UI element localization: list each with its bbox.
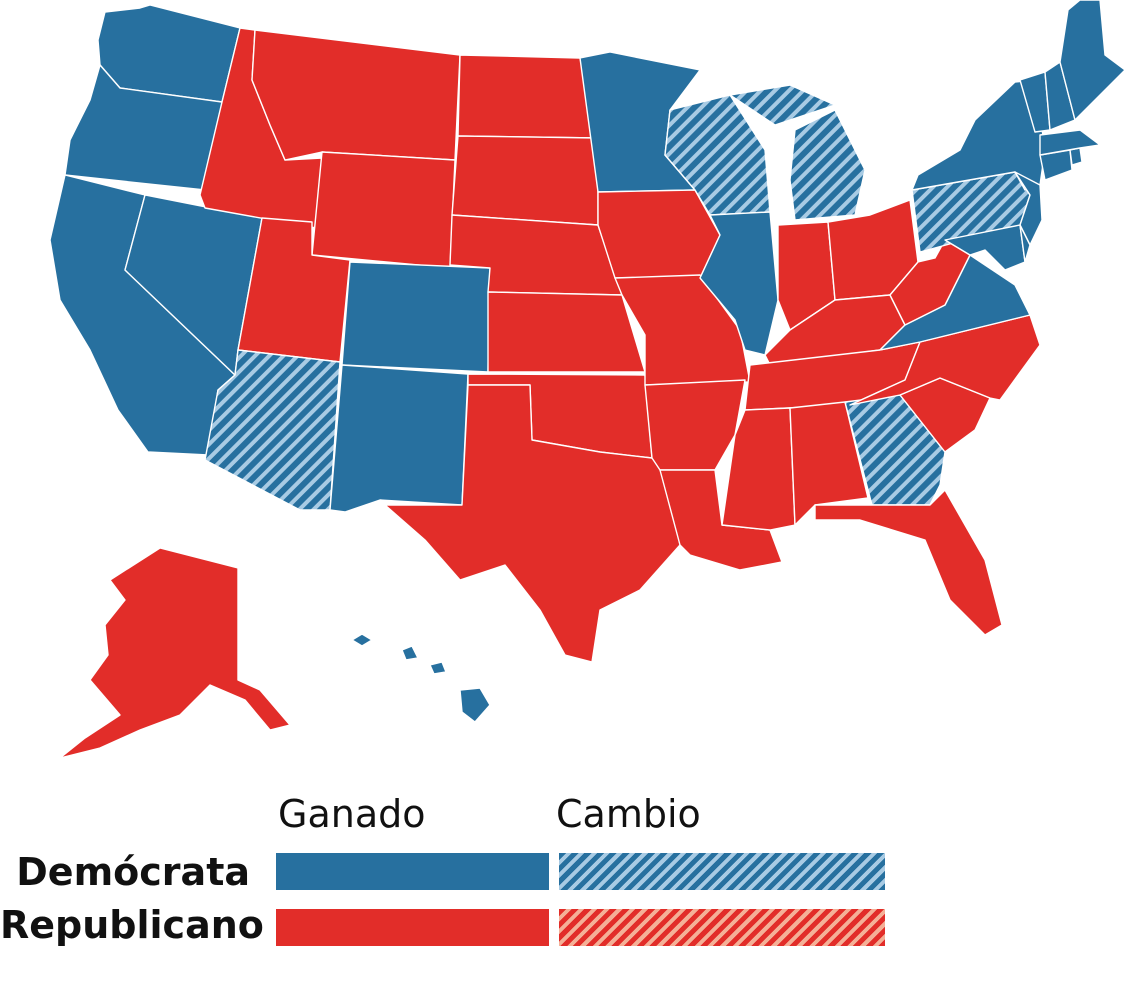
state-massachusetts [1039, 129, 1101, 156]
legend-label-republican: Republicano [0, 903, 264, 947]
state-montana [251, 29, 461, 161]
legend-swatch-rep-won [276, 909, 549, 946]
legend-header-flip: Cambio [556, 792, 701, 836]
state-louisiana [659, 469, 783, 571]
legend-swatch-rep-flip [559, 909, 885, 946]
state-texas [384, 384, 681, 663]
state-new-mexico [329, 364, 469, 513]
state-arkansas [644, 379, 746, 471]
state-iowa [597, 189, 721, 279]
state-illinois [699, 211, 779, 356]
state-maine [1059, 0, 1126, 121]
state-kansas [487, 291, 646, 373]
legend-swatch-dem-flip [559, 853, 885, 890]
state-colorado [341, 261, 491, 373]
state-delaware [1019, 224, 1031, 263]
legend-label-democrat: Demócrata [16, 850, 250, 894]
state-south-dakota [451, 135, 599, 226]
state-alabama [789, 401, 869, 526]
state-rhode-island [1069, 147, 1083, 166]
state-north-dakota [457, 54, 599, 139]
state-wyoming [311, 151, 456, 269]
us-election-map [49, 0, 1126, 759]
state-florida [814, 489, 1003, 636]
state-alaska [59, 547, 291, 759]
legend-header-won: Ganado [278, 792, 426, 836]
state-michigan [729, 84, 866, 221]
legend-swatch-dem-won [276, 853, 549, 890]
state-arizona [204, 349, 341, 511]
state-hawaii [351, 633, 491, 723]
